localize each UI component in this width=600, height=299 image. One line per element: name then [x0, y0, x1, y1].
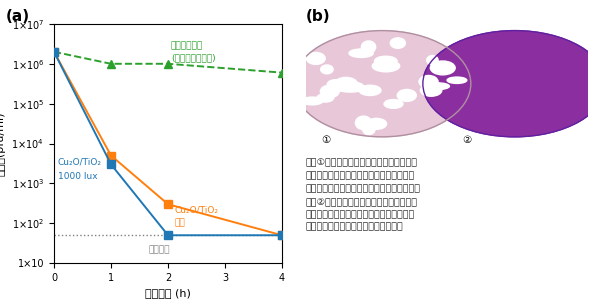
Ellipse shape — [427, 56, 438, 65]
Ellipse shape — [324, 85, 351, 91]
Text: ①: ① — [322, 135, 331, 145]
Ellipse shape — [361, 41, 376, 53]
Ellipse shape — [447, 77, 467, 83]
Ellipse shape — [335, 80, 359, 92]
Text: (b): (b) — [306, 9, 331, 24]
Ellipse shape — [397, 89, 416, 101]
Ellipse shape — [293, 30, 471, 137]
Ellipse shape — [421, 84, 442, 96]
Text: (a): (a) — [6, 9, 30, 24]
Ellipse shape — [366, 118, 386, 129]
Text: コントロール: コントロール — [171, 42, 203, 51]
Ellipse shape — [307, 52, 325, 65]
Ellipse shape — [423, 30, 600, 137]
Ellipse shape — [374, 56, 397, 66]
Ellipse shape — [430, 61, 455, 75]
Ellipse shape — [359, 85, 381, 95]
Y-axis label: 感染値(pfu/ml): 感染値(pfu/ml) — [0, 111, 6, 176]
Ellipse shape — [355, 116, 371, 130]
Text: Cu₂O/TiO₂: Cu₂O/TiO₂ — [58, 157, 102, 166]
Ellipse shape — [320, 85, 339, 97]
Text: Cu₂O/TiO₂: Cu₂O/TiO₂ — [175, 205, 219, 214]
X-axis label: 照射時間 (h): 照射時間 (h) — [145, 289, 191, 298]
Ellipse shape — [362, 123, 375, 135]
Text: 暗所: 暗所 — [175, 219, 185, 228]
Text: 1000 lux: 1000 lux — [58, 172, 98, 181]
Ellipse shape — [384, 100, 403, 108]
Ellipse shape — [372, 60, 400, 72]
Text: ②: ② — [463, 135, 472, 145]
Ellipse shape — [320, 65, 333, 74]
Ellipse shape — [302, 97, 323, 105]
Text: 写真①：コントロール。新型コロナウイル
スが細胞に感染し、破壊された箇所が白く
見える。　（ウイルスが不活化していない）
写真②：可視光応答形光触媒材料。新型コ: 写真①：コントロール。新型コロナウイル スが細胞に感染し、破壊された箇所が白く … — [306, 158, 421, 232]
Ellipse shape — [390, 38, 406, 48]
Ellipse shape — [340, 82, 364, 92]
Text: 検出限界: 検出限界 — [149, 245, 170, 254]
Ellipse shape — [349, 49, 373, 57]
Ellipse shape — [424, 83, 449, 90]
Ellipse shape — [335, 77, 357, 90]
Ellipse shape — [419, 75, 438, 88]
Ellipse shape — [317, 94, 334, 102]
Ellipse shape — [327, 80, 345, 89]
Text: (光触媒材料なし): (光触媒材料なし) — [171, 54, 215, 62]
